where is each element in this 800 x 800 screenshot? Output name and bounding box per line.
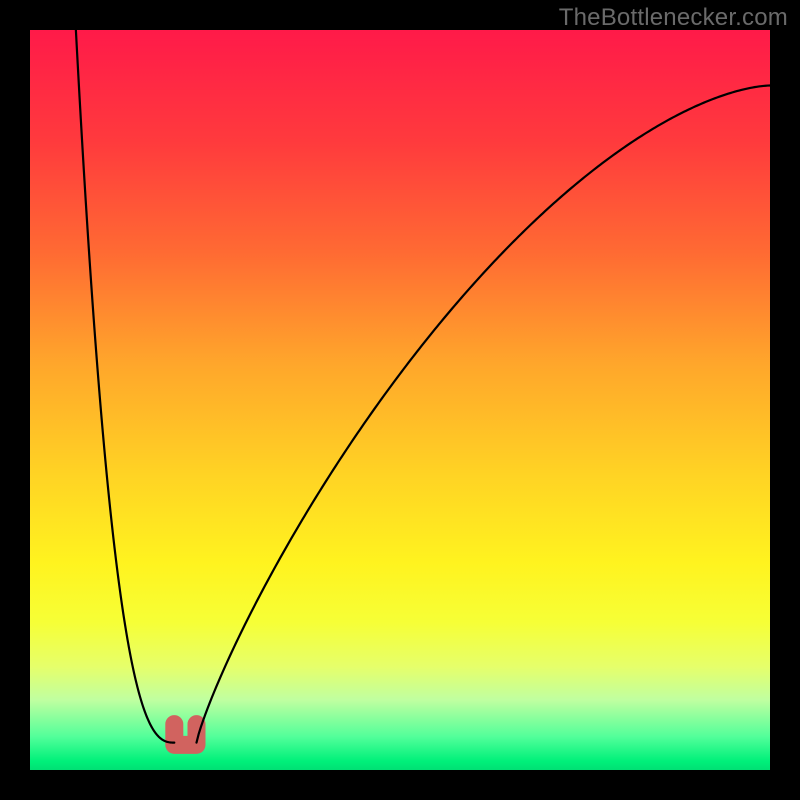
watermark-label: TheBottlenecker.com: [559, 4, 788, 32]
plot-layer: [0, 0, 800, 800]
plot-background: [30, 30, 770, 770]
chart-svg: [0, 0, 800, 800]
chart-stage: TheBottlenecker.com: [0, 0, 800, 800]
